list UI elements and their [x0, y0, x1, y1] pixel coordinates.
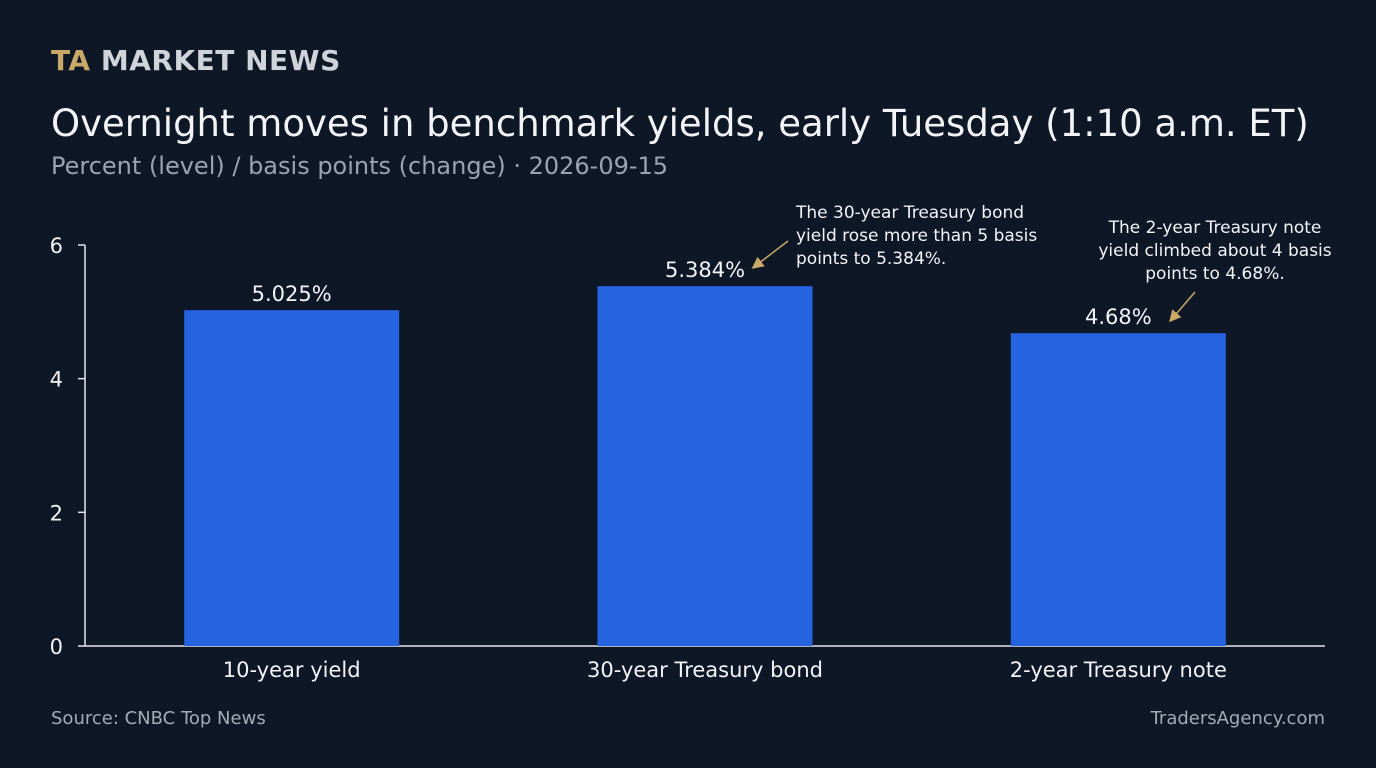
annotation-arrow: [1169, 291, 1196, 323]
bar: [597, 286, 813, 646]
annotation-line: yield climbed about 4 basis: [1098, 241, 1331, 261]
x-tick-label: 30-year Treasury bond: [587, 658, 823, 682]
annotation-text: The 30-year Treasury bond yield rose more…: [795, 203, 1037, 269]
x-tick-label: 10-year yield: [223, 658, 361, 682]
data-label: 4.68%: [1085, 305, 1152, 329]
annotation-line: points to 5.384%.: [796, 249, 946, 269]
data-label: 5.384%: [665, 258, 745, 282]
data-label: 5.025%: [252, 282, 332, 306]
annotation-text: The 2-year Treasury note yield climbed ab…: [1098, 218, 1331, 284]
brand-logo: TA MARKET NEWS: [51, 44, 341, 77]
annotation-line: points to 4.68%.: [1145, 264, 1285, 284]
y-tick-label: 4: [50, 368, 63, 392]
annotation-line: The 30-year Treasury bond: [795, 203, 1024, 223]
chart-title: Overnight moves in benchmark yields, ear…: [51, 102, 1309, 145]
y-tick-label: 2: [50, 501, 63, 525]
brand-name: MARKET NEWS: [100, 44, 341, 77]
annotation-arrow: [751, 240, 789, 269]
site-credit: TradersAgency.com: [1150, 708, 1325, 729]
y-tick-label: 0: [50, 635, 63, 659]
brand-prefix: TA: [51, 44, 91, 77]
annotation-line: The 2-year Treasury note: [1108, 218, 1322, 238]
x-tick-label: 2-year Treasury note: [1010, 658, 1227, 682]
source-note: Source: CNBC Top News: [51, 708, 266, 729]
bar: [184, 310, 400, 646]
annotation-line: yield rose more than 5 basis: [796, 226, 1037, 246]
chart-subtitle: Percent (level) / basis points (change) …: [51, 152, 669, 180]
bar: [1010, 333, 1226, 646]
y-tick-label: 6: [50, 234, 63, 258]
